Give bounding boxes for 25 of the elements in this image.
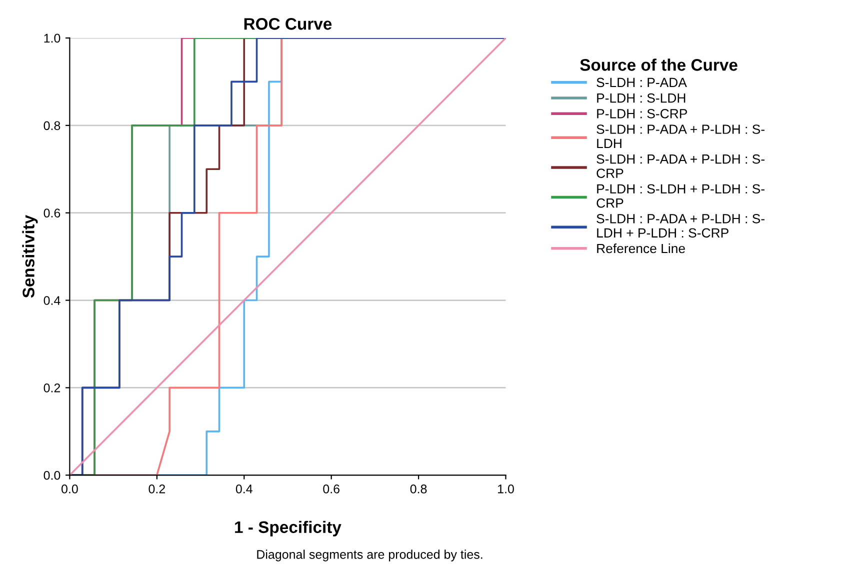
x-axis-title: 1 - Specificity <box>235 520 342 536</box>
chart-title: ROC Curve <box>244 18 332 30</box>
legend-label: P-LDH : S-LDH <box>597 93 686 103</box>
x-tick-label: 0.4 <box>236 484 252 494</box>
y-tick-label: 0.8 <box>44 121 60 130</box>
y-tick-label: 0.4 <box>44 296 60 305</box>
legend-title: Source of the Curve <box>580 58 738 71</box>
x-tick-label: 0.0 <box>62 484 78 494</box>
x-tick-label: 0.6 <box>323 484 340 494</box>
legend-label: P-LDH : S-LDH + P-LDH : S-CRP <box>596 184 764 208</box>
legend-label: P-LDH : S-CRP <box>597 108 687 118</box>
legend-label: S-LDH : P-ADA <box>596 78 687 88</box>
legend-label: Reference Line <box>597 243 685 254</box>
y-axis-title: Sensitivity <box>22 214 38 298</box>
legend-label: S-LDH : P-ADA + P-LDH : S-LDH <box>596 124 764 148</box>
legend-label: S-LDH : P-ADA + P-LDH : S-CRP <box>596 154 764 178</box>
x-tick-label: 0.2 <box>148 484 165 494</box>
legend-label: S-LDH : P-ADA + P-LDH : S-LDH + P-LDH : S-CRP <box>596 214 764 238</box>
y-tick-label: 0.6 <box>44 208 60 218</box>
y-tick-label: 0.2 <box>44 384 60 392</box>
y-tick-label: 0.0 <box>44 470 60 480</box>
x-tick-label: 1.0 <box>498 484 514 494</box>
x-tick-label: 0.8 <box>410 484 427 494</box>
text: Diagonal segments are produced by ties. <box>257 550 482 562</box>
y-tick-label: 1.0 <box>44 34 60 43</box>
